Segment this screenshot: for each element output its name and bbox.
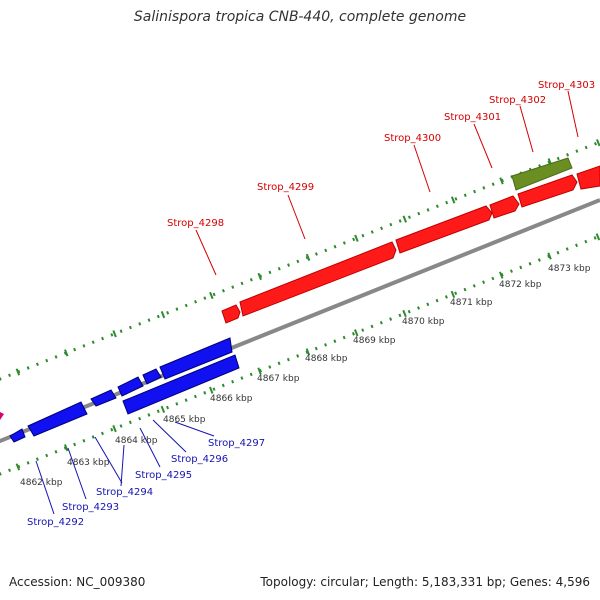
major-tick — [209, 291, 214, 300]
gene-arrow-strop-4294[interactable] — [90, 389, 117, 407]
major-tick — [354, 234, 359, 242]
scale-labels: 4862 kbp 4863 kbp 4864 kbp 4865 kbp 4866… — [20, 264, 591, 488]
major-tick — [64, 444, 69, 452]
major-tick — [15, 368, 21, 376]
map-title: Salinispora tropica CNB-440, complete ge… — [133, 9, 467, 25]
scale-label-4873: 4873 kbp — [548, 264, 591, 274]
scale-label-4863: 4863 kbp — [67, 458, 110, 468]
reverse-labels: Strop_4292 Strop_4293 Strop_4294 Strop_4… — [27, 419, 265, 528]
major-tick — [209, 386, 214, 394]
scale-label-4865: 4865 kbp — [163, 415, 206, 425]
major-tick — [160, 311, 166, 319]
gene-arrow-strop-4300[interactable] — [395, 205, 493, 254]
gene-arrow-strop-4293[interactable] — [27, 401, 88, 437]
scale-label-4869: 4869 kbp — [353, 336, 396, 346]
label-strop-4298[interactable]: Strop_4298 — [167, 218, 224, 229]
misc-feature-bar — [511, 157, 573, 191]
major-tick — [64, 349, 69, 357]
label-strop-4300[interactable]: Strop_4300 — [384, 133, 441, 144]
scale-label-4870: 4870 kbp — [402, 317, 445, 327]
major-tick — [257, 367, 262, 375]
label-strop-4294[interactable]: Strop_4294 — [96, 487, 153, 498]
gene-arrow-strop-4301[interactable] — [489, 195, 520, 219]
major-tick — [450, 196, 456, 204]
label-strop-4303[interactable]: Strop_4303 — [538, 80, 595, 91]
major-tick — [15, 463, 21, 471]
label-strop-4299[interactable]: Strop_4299 — [257, 182, 314, 193]
label-strop-4292[interactable]: Strop_4292 — [27, 517, 84, 528]
scale-label-4862: 4862 kbp — [20, 478, 63, 488]
major-tick — [596, 139, 600, 147]
major-tick — [305, 253, 311, 261]
gene-arrow-strop-4295b[interactable] — [142, 368, 162, 385]
gene-arrow-strop-4295a[interactable] — [117, 376, 144, 397]
major-tick — [595, 233, 600, 241]
outer-tick-track — [0, 140, 600, 381]
major-tick — [305, 348, 311, 356]
scale-label-4864: 4864 kbp — [115, 436, 158, 446]
gene-arrow-strop-4298[interactable] — [221, 304, 241, 324]
scale-label-4866: 4866 kbp — [210, 394, 253, 404]
accession-text: Accession: NC_009380 — [9, 575, 146, 589]
major-tick — [112, 424, 117, 433]
major-tick — [354, 329, 359, 337]
major-tick — [160, 405, 166, 414]
major-tick — [450, 290, 456, 298]
gene-arrow-strop-4292[interactable] — [9, 428, 26, 443]
label-strop-4297[interactable]: Strop_4297 — [208, 438, 265, 449]
gene-arrow-strop-4302[interactable] — [517, 174, 578, 208]
major-tick — [499, 177, 504, 185]
label-strop-4302[interactable]: Strop_4302 — [489, 95, 546, 106]
label-strop-4293[interactable]: Strop_4293 — [62, 502, 119, 513]
label-strop-4296[interactable]: Strop_4296 — [171, 454, 228, 465]
major-tick — [402, 215, 408, 223]
summary-text: Topology: circular; Length: 5,183,331 bp… — [260, 575, 590, 589]
scale-label-4871: 4871 kbp — [450, 298, 493, 308]
backbone-line — [0, 198, 600, 444]
inner-tick-track — [0, 234, 600, 476]
forward-labels: Strop_4298 Strop_4299 Strop_4300 Strop_4… — [167, 80, 595, 276]
gene-arrow-strop-4296[interactable] — [159, 337, 233, 380]
major-tick — [257, 272, 262, 281]
reverse-genes — [9, 337, 240, 443]
label-strop-4301[interactable]: Strop_4301 — [444, 112, 501, 123]
label-strop-4295[interactable]: Strop_4295 — [135, 470, 192, 481]
major-tick — [402, 309, 407, 318]
major-tick — [499, 271, 504, 279]
scale-label-4872: 4872 kbp — [499, 280, 542, 290]
gene-arrow-strop-4303[interactable] — [576, 165, 600, 190]
gene-arrow-strop-4297[interactable] — [122, 354, 240, 415]
scale-label-4867: 4867 kbp — [257, 374, 300, 384]
offscreen-feature-marker — [0, 412, 4, 420]
scale-label-4868: 4868 kbp — [305, 354, 348, 364]
gene-arrow-strop-4299[interactable] — [239, 241, 397, 317]
forward-genes — [221, 165, 600, 324]
major-tick — [112, 330, 117, 338]
major-tick — [547, 252, 552, 260]
